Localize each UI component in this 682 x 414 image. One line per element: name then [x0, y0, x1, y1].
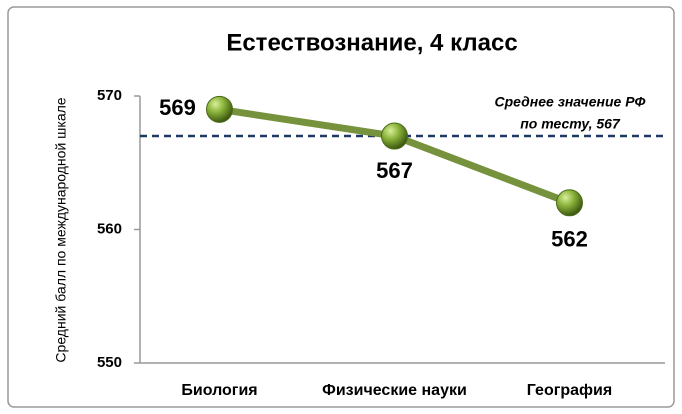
y-tick-label: 560 [97, 220, 122, 237]
point-marker [206, 95, 233, 123]
reference-label: по тесту, 567 [520, 116, 621, 132]
x-tick-label: Биология [181, 382, 257, 399]
reference-label: Среднее значение РФ [495, 94, 646, 110]
x-tick-label: География [527, 382, 612, 399]
data-label: 569 [159, 95, 196, 120]
point-marker [381, 122, 408, 150]
chart-frame [7, 6, 675, 408]
y-tick-label: 550 [97, 354, 122, 371]
x-tick-label: Физические науки [322, 382, 467, 399]
chart-title: Естествознание, 4 класс [226, 29, 517, 56]
point-marker [556, 189, 583, 217]
data-label: 562 [551, 227, 588, 252]
y-axis-label: Средний балл по международной шкале [53, 97, 69, 362]
y-tick-label: 570 [97, 87, 122, 104]
data-label: 567 [376, 158, 413, 183]
